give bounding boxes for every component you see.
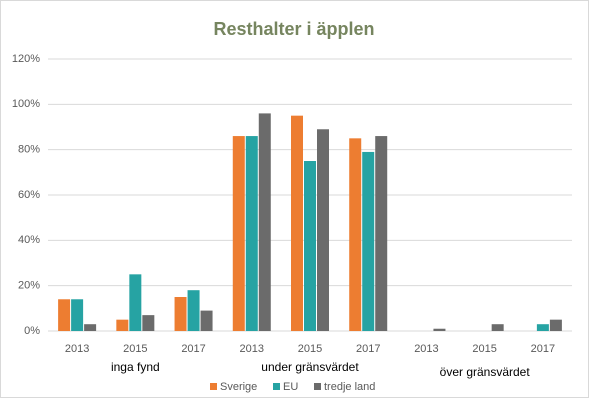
bar xyxy=(258,113,271,332)
y-tick-label: 40% xyxy=(18,234,40,246)
bar xyxy=(200,310,213,331)
legend-swatch xyxy=(210,383,217,390)
x-tick-label: 2017 xyxy=(356,343,380,355)
x-tick-label: 2013 xyxy=(414,343,438,355)
bar xyxy=(142,315,155,331)
y-tick-label: 20% xyxy=(18,280,40,292)
bar xyxy=(433,328,446,331)
group-label: över gränsvärdet xyxy=(440,365,531,379)
bar xyxy=(491,324,504,331)
bar xyxy=(291,115,303,332)
legend-label: Sverige xyxy=(220,381,257,393)
bar xyxy=(116,319,129,331)
group-label: inga fynd xyxy=(111,360,160,374)
bar xyxy=(129,274,142,331)
bar xyxy=(58,299,71,331)
bar xyxy=(317,129,329,331)
bar xyxy=(375,136,388,331)
group-label: under gränsvärdet xyxy=(261,360,359,374)
bar xyxy=(304,161,316,331)
y-tick-label: 120% xyxy=(12,53,40,65)
legend-label: tredje land xyxy=(324,381,375,393)
bar xyxy=(84,324,97,331)
x-tick-label: 2017 xyxy=(531,343,555,355)
y-tick-label: 0% xyxy=(24,325,40,337)
bar xyxy=(174,297,187,331)
bar xyxy=(536,324,549,331)
bar xyxy=(349,138,362,331)
x-tick-label: 2017 xyxy=(181,343,205,355)
legend-swatch xyxy=(273,383,280,390)
bar xyxy=(245,136,258,331)
bar xyxy=(232,136,245,331)
bar xyxy=(187,290,200,331)
x-tick-label: 2015 xyxy=(298,343,322,355)
chart-title: Resthalter i äpplen xyxy=(213,19,374,39)
x-tick-label: 2015 xyxy=(123,343,147,355)
legend-swatch xyxy=(314,383,321,390)
bar xyxy=(362,151,375,331)
bar xyxy=(549,319,562,331)
x-tick-label: 2013 xyxy=(240,343,264,355)
x-tick-label: 2013 xyxy=(65,343,89,355)
y-tick-label: 60% xyxy=(18,189,40,201)
legend-label: EU xyxy=(283,381,298,393)
y-tick-label: 100% xyxy=(12,98,40,110)
y-tick-label: 80% xyxy=(18,144,40,156)
bar xyxy=(71,299,84,331)
x-tick-label: 2015 xyxy=(472,343,496,355)
